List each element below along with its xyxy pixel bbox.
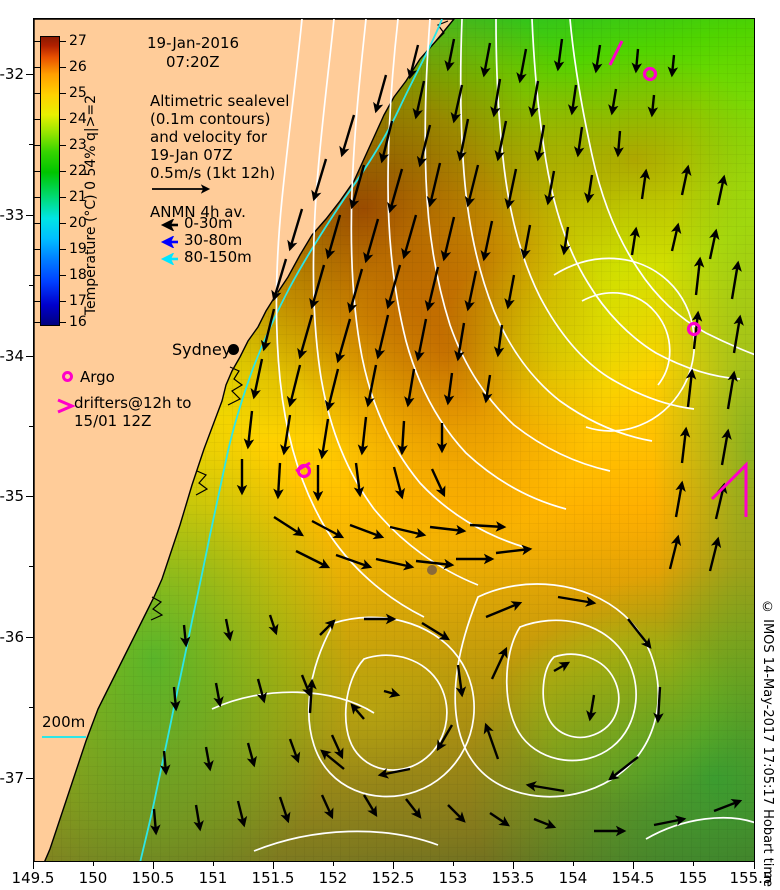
x-tick-label: 154 — [558, 869, 588, 887]
x-tick-label: 154.5 — [611, 869, 655, 887]
altimetry-line-2: (0.1m contours) — [150, 110, 271, 128]
velocity-vectors — [150, 38, 744, 837]
velocity-scale-arrow — [152, 184, 211, 194]
y-tick-label: -33 — [0, 206, 24, 224]
anmn-arrow-80-150m-icon — [160, 253, 178, 265]
y-tick-label: -37 — [0, 769, 24, 787]
colorbar-tick-label: 20 — [69, 215, 87, 231]
temperature-colorbar — [40, 36, 60, 326]
x-tick-label: 151 — [198, 869, 228, 887]
copyright-stamp: © IMOS 14-May-2017 17:05:17 Hobart time — [760, 600, 775, 887]
anmn-title: ANMN 4h av. — [150, 203, 246, 221]
colorbar-tick-label: 18 — [69, 267, 87, 283]
y-tick-label: -32 — [0, 65, 24, 83]
colorbar-tick-label: 19 — [69, 241, 87, 257]
sealevel-contours — [211, 19, 754, 852]
drifter-tracks — [295, 40, 748, 517]
colorbar-tick-label: 21 — [69, 189, 87, 205]
drifter-legend-line-1: drifters@12h to — [74, 394, 192, 412]
x-tick-label: 151.5 — [251, 869, 295, 887]
drifter-legend-icon — [57, 398, 76, 414]
anmn-label-80-150m: 80-150m — [184, 248, 252, 266]
y-tick-label: -36 — [0, 628, 24, 646]
title-date: 19-Jan-2016 — [147, 34, 240, 52]
anmn-arrow-0-30m-icon — [160, 219, 178, 231]
colorbar-tick-label: 22 — [69, 163, 87, 179]
drifter-legend-line-2: 15/01 12Z — [74, 412, 152, 430]
colorbar-tick-label: 17 — [69, 293, 87, 309]
argo-legend-label: Argo — [80, 368, 115, 386]
altimetry-line-1: Altimetric sealevel — [150, 92, 290, 110]
colorbar-tick-label: 27 — [69, 33, 87, 49]
colorbar-tick-label: 25 — [69, 85, 87, 101]
city-label-sydney: Sydney — [172, 340, 232, 359]
anmn-label-0-30m: 0-30m — [184, 214, 233, 232]
anmn-label-30-80m: 30-80m — [184, 231, 243, 249]
colorbar-tick-label: 24 — [69, 111, 87, 127]
colorbar-tick-label: 16 — [69, 314, 87, 330]
city-marker-sydney — [228, 344, 239, 355]
x-tick-label: 155.5 — [729, 869, 773, 887]
y-tick-label: -35 — [0, 487, 24, 505]
colorbar-title: Temperature (°C) 0 54% q|>=2 — [83, 95, 99, 316]
altimetry-line-3: and velocity for — [150, 128, 268, 146]
x-tick-label: 152.5 — [371, 869, 415, 887]
altimetry-line-5: 0.5m/s (1kt 12h) — [150, 164, 276, 182]
map-plot-area[interactable] — [33, 18, 755, 862]
colorbar-tick-label: 26 — [69, 59, 87, 75]
x-tick-label: 150.5 — [131, 869, 175, 887]
x-tick-label: 150 — [78, 869, 108, 887]
colorbar-tick-label: 23 — [69, 137, 87, 153]
x-tick-label: 149.5 — [11, 869, 55, 887]
argo-legend-icon — [62, 371, 73, 382]
title-time: 07:20Z — [166, 53, 220, 71]
bathymetry-200m-contour — [139, 19, 443, 861]
x-tick-label: 153.5 — [491, 869, 535, 887]
anmn-arrow-30-80m-icon — [160, 236, 178, 248]
y-tick-label: -34 — [0, 347, 24, 365]
bathymetry-legend-line-icon — [42, 736, 86, 738]
bathymetry-legend-label: 200m — [42, 713, 86, 731]
x-tick-label: 153 — [438, 869, 468, 887]
x-tick-label: 152 — [318, 869, 348, 887]
coastline-and-land — [34, 19, 455, 861]
altimetry-line-4: 19-Jan 07Z — [150, 146, 233, 164]
x-tick-label: 155 — [678, 869, 708, 887]
